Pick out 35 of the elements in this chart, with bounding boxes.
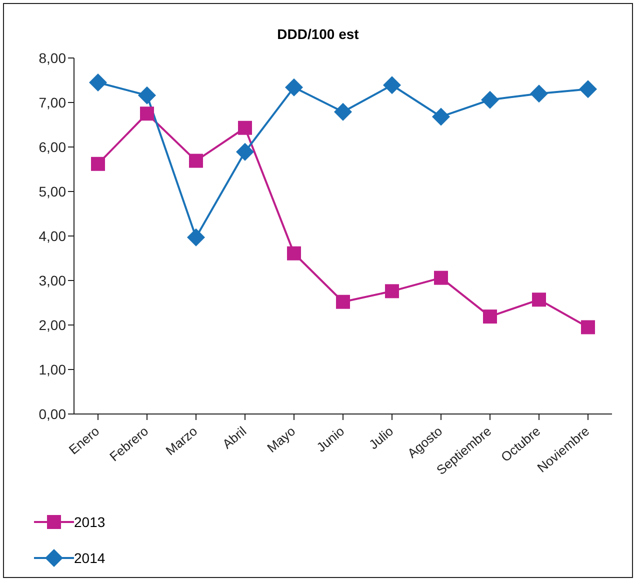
point	[432, 108, 450, 126]
point	[334, 102, 352, 121]
y-tick-label: 2,00	[38, 316, 66, 333]
point	[138, 86, 156, 104]
point	[530, 84, 548, 103]
legend-label: 2013	[74, 514, 106, 530]
x-tick-label: Julio	[366, 423, 396, 452]
point	[189, 154, 203, 168]
y-tick-label: 7,00	[38, 94, 66, 110]
point	[434, 270, 448, 285]
y-tick-label: 6,00	[38, 138, 66, 155]
point	[236, 142, 254, 161]
point	[581, 320, 595, 334]
point	[287, 246, 301, 260]
point	[91, 156, 105, 171]
point	[89, 73, 107, 92]
y-tick-label: 0,00	[38, 406, 66, 422]
y-tick-label: 1,00	[38, 361, 66, 378]
point	[579, 80, 597, 98]
point	[481, 90, 499, 109]
point	[336, 294, 350, 309]
point	[140, 106, 154, 121]
chart-title: DDD/100 est	[276, 25, 360, 44]
y-tick-label: 5,00	[38, 183, 66, 200]
y-tick-label: 8,00	[38, 50, 66, 66]
point	[285, 78, 303, 96]
point	[532, 292, 546, 307]
legend-label: 2014	[74, 550, 106, 566]
point	[385, 284, 399, 298]
point	[383, 76, 401, 94]
y-tick-label: 3,00	[38, 272, 66, 288]
point	[238, 120, 252, 135]
point	[187, 228, 205, 246]
point	[483, 310, 497, 324]
y-tick-label: 4,00	[38, 228, 66, 244]
